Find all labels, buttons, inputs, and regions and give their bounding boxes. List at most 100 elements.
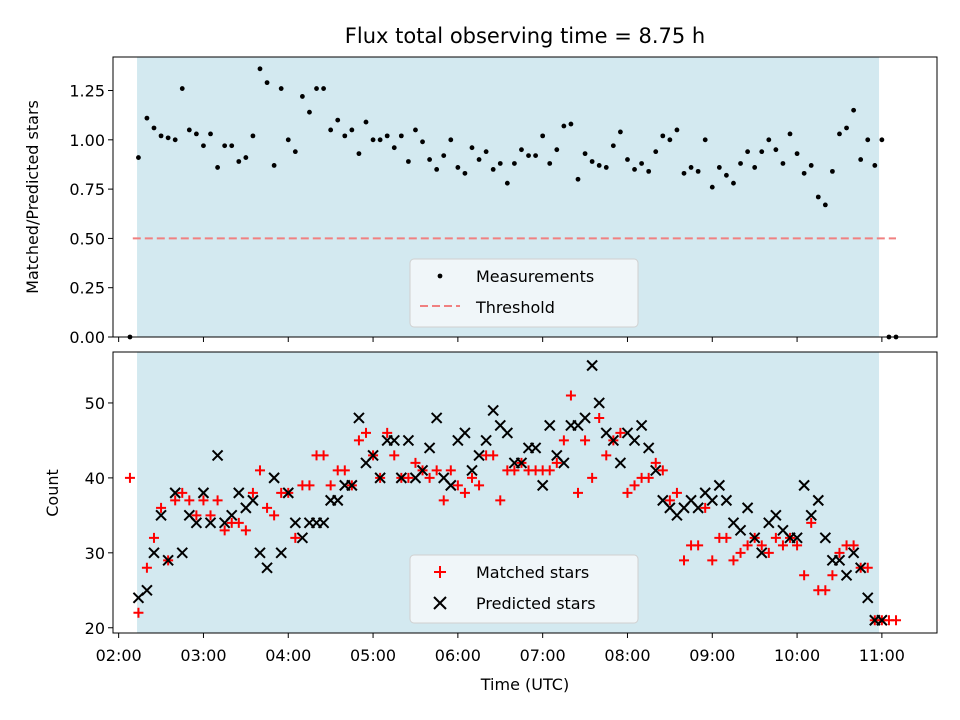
measurement-point <box>822 202 828 208</box>
x-tick-label: 08:00 <box>604 646 650 665</box>
predicted-star-point <box>756 547 768 559</box>
bottom-y-tick-label: 40 <box>85 469 105 488</box>
measurement-point <box>702 137 708 143</box>
predicted-star-point <box>748 532 761 544</box>
matched-star-point <box>728 555 739 566</box>
measurement-point <box>632 166 637 172</box>
legend-threshold-label: Threshold <box>475 298 555 317</box>
predicted-star-point <box>197 487 210 499</box>
bottom-y-tick-label: 20 <box>85 619 105 638</box>
matched-star-point <box>558 435 569 446</box>
predicted-star-point <box>713 479 726 492</box>
predicted-star-point <box>282 487 294 499</box>
measurement-point <box>582 151 588 157</box>
matched-star-point <box>148 532 159 543</box>
predicted-star-point <box>155 509 167 522</box>
matched-star-point <box>735 547 746 558</box>
predicted-star-point <box>317 517 330 529</box>
measurement-point <box>271 163 277 168</box>
predicted-star-point <box>579 412 591 424</box>
measurement-point <box>540 133 546 139</box>
measurement-point <box>639 161 645 166</box>
top-y-axis-label: Matched/Predicted stars <box>23 100 42 294</box>
predicted-star-point <box>261 562 273 574</box>
measurement-point <box>858 157 864 162</box>
matched-star-point <box>862 562 873 573</box>
measurement-point <box>660 133 666 139</box>
measurement-point <box>257 66 263 72</box>
predicted-star-point <box>211 449 224 462</box>
measurement-point <box>575 176 581 182</box>
matched-star-point <box>240 525 251 536</box>
measurement-point <box>427 157 432 162</box>
bottom-y-tick-label: 50 <box>85 394 105 413</box>
measurement-point <box>172 137 178 143</box>
measurement-point <box>766 137 772 143</box>
matched-star-point <box>594 412 605 423</box>
measurement-point <box>724 172 729 178</box>
predicted-star-point <box>148 547 160 559</box>
predicted-star-point <box>734 524 747 537</box>
measurement-point <box>561 123 567 129</box>
top-y-tick-label: 0.00 <box>69 328 105 347</box>
predicted-star-point <box>607 434 620 447</box>
matched-star-point <box>170 495 181 506</box>
predicted-star-point <box>876 614 888 626</box>
x-tick-label: 10:00 <box>774 646 820 665</box>
matched-star-point <box>629 480 640 491</box>
x-tick-label: 03:00 <box>180 646 226 665</box>
measurement-point <box>745 149 751 155</box>
measurement-point <box>716 165 722 170</box>
matched-star-point <box>820 585 831 596</box>
measurement-point <box>603 165 609 170</box>
matched-star-point <box>700 502 711 513</box>
measurement-point <box>879 137 885 143</box>
measurement-point <box>349 127 355 133</box>
predicted-star-point <box>176 547 188 559</box>
predicted-star-point <box>275 547 287 559</box>
matched-star-point <box>587 472 598 483</box>
measurement-point <box>342 133 348 139</box>
predicted-star-point <box>332 494 344 507</box>
measurement-point <box>186 127 192 133</box>
matched-star-point <box>466 472 477 483</box>
measurement-point <box>794 151 800 157</box>
matched-star-point <box>777 540 788 551</box>
x-tick-label: 07:00 <box>520 646 566 665</box>
matched-star-point <box>403 472 414 483</box>
x-tick-label: 05:00 <box>350 646 396 665</box>
predicted-star-point <box>268 472 280 484</box>
top-legend: Measurements Threshold <box>409 258 639 328</box>
bottom-y-axis-label: Count <box>43 469 62 517</box>
matched-star-point <box>410 457 421 468</box>
predicted-star-point <box>692 502 704 514</box>
measurement-point <box>328 127 334 133</box>
predicted-star-point <box>402 434 415 447</box>
matched-star-point <box>124 472 135 483</box>
measurement-point <box>731 180 736 186</box>
measurement-point <box>356 151 362 157</box>
matched-star-point <box>742 540 753 551</box>
top-y-tick-label: 1.00 <box>69 131 105 150</box>
predicted-star-point <box>190 517 203 529</box>
x-axis-label: Time (UTC) <box>480 675 569 694</box>
bottom-legend-box <box>409 554 639 624</box>
matched-star-point <box>198 495 209 506</box>
measurement-point <box>469 145 475 151</box>
matched-star-point <box>212 495 223 506</box>
matched-star-point <box>339 465 350 476</box>
measurement-point <box>370 137 376 143</box>
x-tick-label: 09:00 <box>689 646 735 665</box>
matched-star-point <box>650 457 661 468</box>
matched-star-point <box>459 487 470 498</box>
predicted-star-point <box>593 397 605 409</box>
matched-star-point <box>891 615 902 626</box>
matched-star-point <box>657 465 668 476</box>
predicted-star-point <box>862 592 874 604</box>
matched-star-point <box>622 487 633 498</box>
predicted-star-point <box>430 412 443 424</box>
predicted-star-point <box>741 502 754 514</box>
predicted-star-point <box>586 359 598 372</box>
matched-star-point <box>141 562 152 573</box>
